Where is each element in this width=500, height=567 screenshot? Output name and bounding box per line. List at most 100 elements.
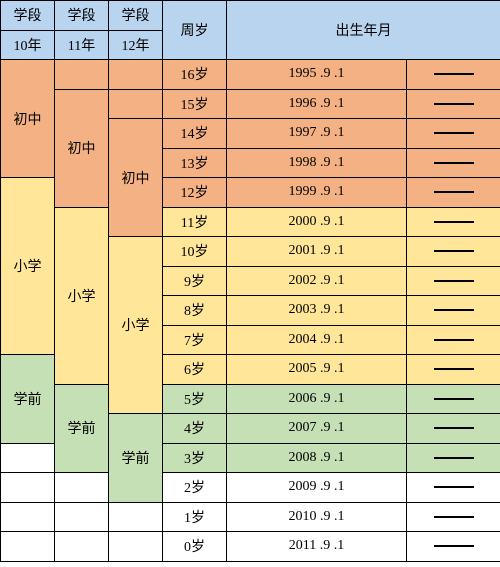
age-cell: 6岁 xyxy=(163,355,227,385)
hdr-stage-12: 学段 xyxy=(109,1,163,31)
dash-cell xyxy=(407,266,500,296)
dash-cell xyxy=(407,325,500,355)
age-cell: 11岁 xyxy=(163,207,227,237)
age-cell: 3岁 xyxy=(163,443,227,473)
age-cell: 14岁 xyxy=(163,119,227,149)
age-cell: 1岁 xyxy=(163,502,227,532)
empty-cell xyxy=(1,532,55,562)
dash-icon xyxy=(434,368,474,370)
empty-cell xyxy=(109,89,163,119)
stage-12-junior: 初中 xyxy=(109,119,163,237)
dash-icon xyxy=(434,309,474,311)
dash-cell xyxy=(407,473,500,503)
age-cell: 15岁 xyxy=(163,89,227,119)
age-cell: 4岁 xyxy=(163,414,227,444)
stage-10-junior: 初中 xyxy=(1,60,55,178)
hdr-age: 周岁 xyxy=(163,1,227,60)
hdr-stage-10: 学段 xyxy=(1,1,55,31)
age-cell: 5岁 xyxy=(163,384,227,414)
age-cell: 13岁 xyxy=(163,148,227,178)
stage-11-primary: 小学 xyxy=(55,207,109,384)
empty-cell xyxy=(109,502,163,532)
dash-cell xyxy=(407,178,500,208)
dash-icon xyxy=(434,280,474,282)
dash-icon xyxy=(434,427,474,429)
stage-12-preschool: 学前 xyxy=(109,414,163,503)
birth-cell: 2002 .9 .1 xyxy=(227,266,407,296)
birth-cell: 1997 .9 .1 xyxy=(227,119,407,149)
birth-cell: 1998 .9 .1 xyxy=(227,148,407,178)
dash-icon xyxy=(434,103,474,105)
dash-icon xyxy=(434,486,474,488)
age-cell: 2岁 xyxy=(163,473,227,503)
dash-icon xyxy=(434,398,474,400)
birth-cell: 1999 .9 .1 xyxy=(227,178,407,208)
stage-10-preschool: 学前 xyxy=(1,355,55,444)
empty-cell xyxy=(1,502,55,532)
birth-cell: 2001 .9 .1 xyxy=(227,237,407,267)
dash-icon xyxy=(434,132,474,134)
dash-cell xyxy=(407,296,500,326)
hdr-y10: 10年 xyxy=(1,30,55,60)
dash-cell xyxy=(407,89,500,119)
table-row: 小学 11岁 2000 .9 .1 xyxy=(1,207,500,237)
age-cell: 0岁 xyxy=(163,532,227,562)
dash-icon xyxy=(434,73,474,75)
stage-11-junior: 初中 xyxy=(55,89,109,207)
hdr-stage-11: 学段 xyxy=(55,1,109,31)
stage-10-primary: 小学 xyxy=(1,178,55,355)
birth-cell: 2006 .9 .1 xyxy=(227,384,407,414)
stage-11-preschool: 学前 xyxy=(55,384,109,473)
dash-cell xyxy=(407,384,500,414)
dash-cell xyxy=(407,207,500,237)
dash-icon xyxy=(434,221,474,223)
birth-cell: 2010 .9 .1 xyxy=(227,502,407,532)
age-cell: 7岁 xyxy=(163,325,227,355)
dash-icon xyxy=(434,516,474,518)
dash-cell xyxy=(407,60,500,90)
age-cell: 8岁 xyxy=(163,296,227,326)
age-cell: 10岁 xyxy=(163,237,227,267)
dash-icon xyxy=(434,250,474,252)
empty-cell xyxy=(55,60,109,90)
dash-cell xyxy=(407,443,500,473)
empty-cell xyxy=(55,473,109,503)
table-row: 2岁 2009 .9 .1 xyxy=(1,473,500,503)
birth-cell: 1996 .9 .1 xyxy=(227,89,407,119)
header-row-1: 学段 学段 学段 周岁 出生年月 xyxy=(1,1,500,31)
dash-cell xyxy=(407,355,500,385)
birth-cell: 2011 .9 .1 xyxy=(227,532,407,562)
table-row: 1岁 2010 .9 .1 xyxy=(1,502,500,532)
empty-cell xyxy=(55,502,109,532)
birth-cell: 1995 .9 .1 xyxy=(227,60,407,90)
age-cell: 16岁 xyxy=(163,60,227,90)
dash-cell xyxy=(407,532,500,562)
birth-cell: 2007 .9 .1 xyxy=(227,414,407,444)
hdr-y12: 12年 xyxy=(109,30,163,60)
age-stage-table-container: 学段 学段 学段 周岁 出生年月 10年 11年 12年 初中 16岁 1995… xyxy=(0,0,500,567)
dash-cell xyxy=(407,414,500,444)
birth-cell: 2004 .9 .1 xyxy=(227,325,407,355)
empty-cell xyxy=(1,473,55,503)
dash-icon xyxy=(434,339,474,341)
birth-cell: 2008 .9 .1 xyxy=(227,443,407,473)
age-cell: 12岁 xyxy=(163,178,227,208)
table-row: 0岁 2011 .9 .1 xyxy=(1,532,500,562)
birth-cell: 2000 .9 .1 xyxy=(227,207,407,237)
dash-icon xyxy=(434,545,474,547)
birth-cell: 2005 .9 .1 xyxy=(227,355,407,385)
dash-cell xyxy=(407,502,500,532)
hdr-birth: 出生年月 xyxy=(227,1,500,60)
table-row: 初中 16岁 1995 .9 .1 xyxy=(1,60,500,90)
age-cell: 9岁 xyxy=(163,266,227,296)
dash-cell xyxy=(407,148,500,178)
empty-cell xyxy=(109,60,163,90)
dash-icon xyxy=(434,457,474,459)
table-row: 学前 5岁 2006 .9 .1 xyxy=(1,384,500,414)
dash-icon xyxy=(434,162,474,164)
age-stage-table: 学段 学段 学段 周岁 出生年月 10年 11年 12年 初中 16岁 1995… xyxy=(0,0,500,562)
stage-12-primary: 小学 xyxy=(109,237,163,414)
empty-cell xyxy=(109,532,163,562)
birth-cell: 2003 .9 .1 xyxy=(227,296,407,326)
table-row: 初中 15岁 1996 .9 .1 xyxy=(1,89,500,119)
